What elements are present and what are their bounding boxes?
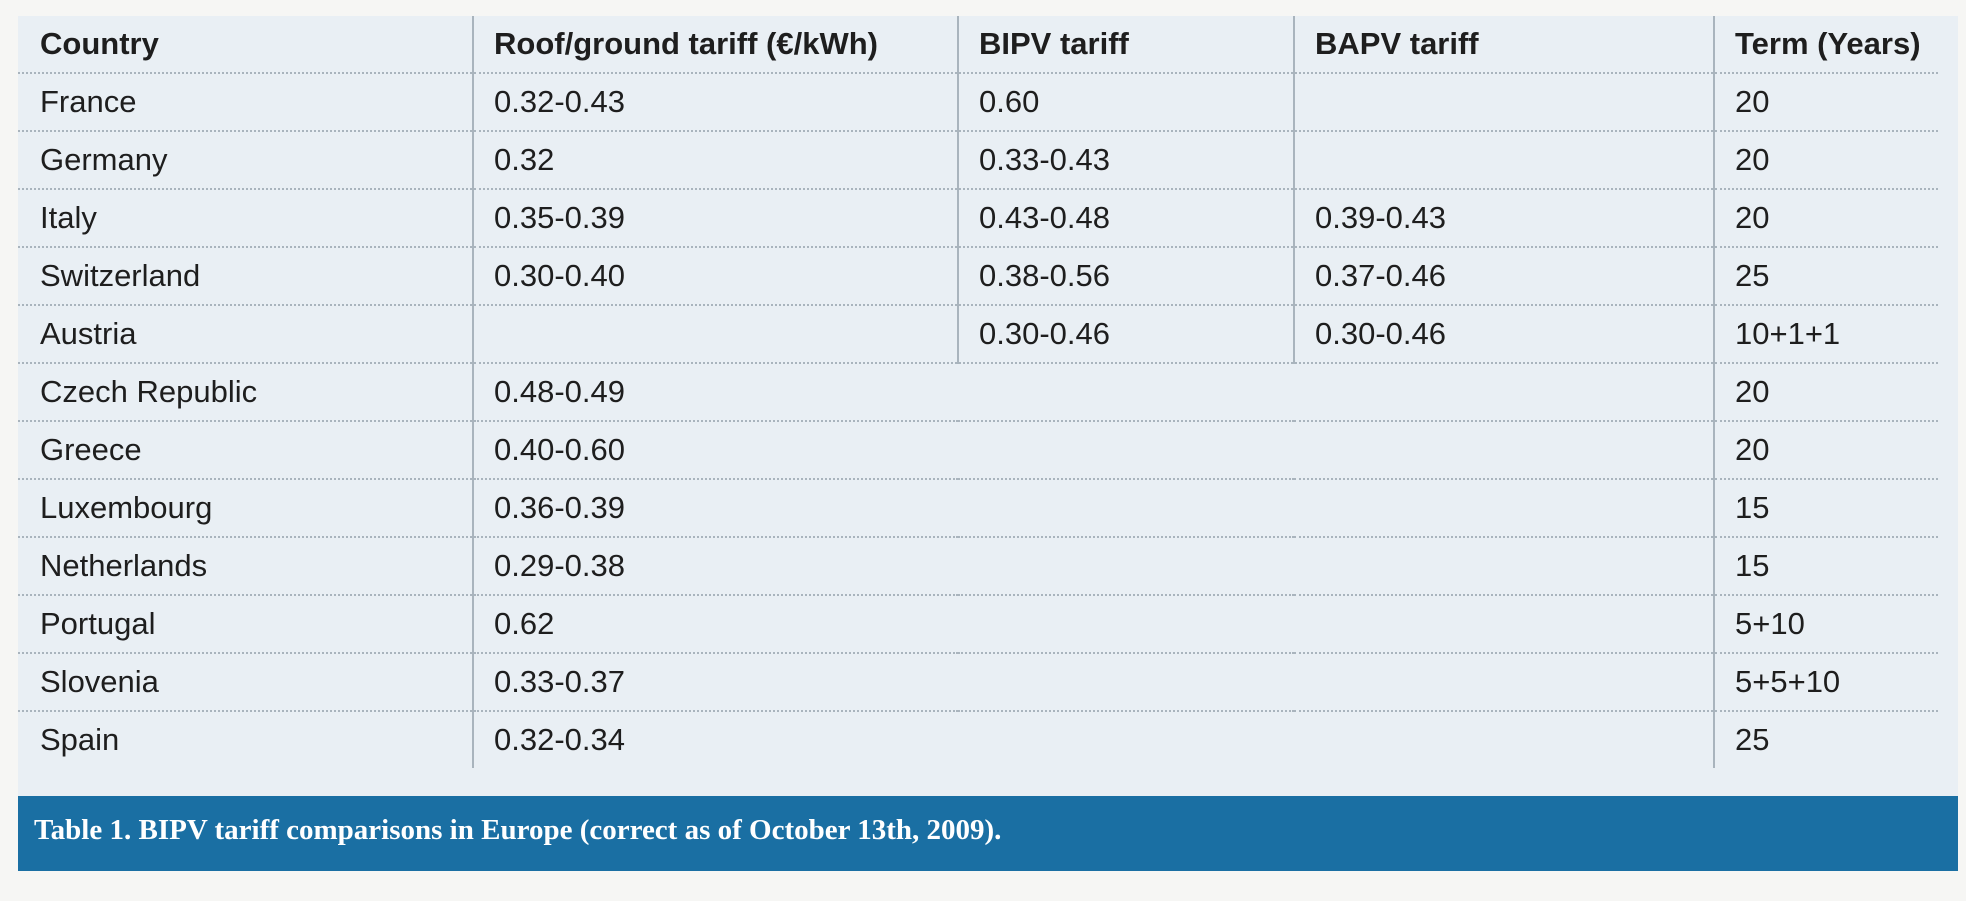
- table-row: Slovenia 0.33-0.37 5+5+10: [18, 653, 1938, 712]
- cell-term: 5+10: [1713, 595, 1938, 654]
- cell-bapv: 0.30-0.46: [1293, 305, 1714, 364]
- cell-bipv: 0.43-0.48: [957, 189, 1294, 248]
- cell-country: Austria: [18, 305, 473, 364]
- cell-bipv: 0.60: [957, 73, 1294, 132]
- cell-term: 5+5+10: [1713, 653, 1938, 712]
- header-term: Term (Years): [1713, 16, 1938, 74]
- cell-term: 20: [1713, 363, 1938, 422]
- table-row: Italy 0.35-0.39 0.43-0.48 0.39-0.43 20: [18, 189, 1938, 248]
- cell-roof-ground: 0.32-0.43: [472, 73, 958, 132]
- cell-country: Italy: [18, 189, 473, 248]
- cell-country: Greece: [18, 421, 473, 480]
- table-row: Czech Republic 0.48-0.49 20: [18, 363, 1938, 422]
- table-row: Spain 0.32-0.34 25: [18, 711, 1938, 768]
- table-row: Netherlands 0.29-0.38 15: [18, 537, 1938, 596]
- cell-bapv: [1293, 131, 1714, 190]
- table-row: Luxembourg 0.36-0.39 15: [18, 479, 1938, 538]
- header-bapv-tariff: BAPV tariff: [1293, 16, 1714, 74]
- table-panel: Country Roof/ground tariff (€/kWh) BIPV …: [18, 16, 1958, 871]
- cell-term: 20: [1713, 131, 1938, 190]
- header-bipv-tariff: BIPV tariff: [957, 16, 1294, 74]
- cell-roof-ground: 0.36-0.39: [472, 479, 1714, 538]
- cell-country: Luxembourg: [18, 479, 473, 538]
- tariff-table: Country Roof/ground tariff (€/kWh) BIPV …: [18, 16, 1938, 768]
- table-row: Austria 0.30-0.46 0.30-0.46 10+1+1: [18, 305, 1938, 364]
- cell-roof-ground: 0.48-0.49: [472, 363, 1714, 422]
- cell-bapv: [1293, 73, 1714, 132]
- cell-term: 15: [1713, 479, 1938, 538]
- cell-country: France: [18, 73, 473, 132]
- cell-roof-ground: 0.33-0.37: [472, 653, 1714, 712]
- table-row: Germany 0.32 0.33-0.43 20: [18, 131, 1938, 190]
- table-row: France 0.32-0.43 0.60 20: [18, 73, 1938, 132]
- cell-country: Portugal: [18, 595, 473, 654]
- cell-term: 25: [1713, 711, 1938, 768]
- cell-roof-ground: 0.30-0.40: [472, 247, 958, 306]
- cell-bapv: 0.37-0.46: [1293, 247, 1714, 306]
- table-row: Portugal 0.62 5+10: [18, 595, 1938, 654]
- table-row: Switzerland 0.30-0.40 0.38-0.56 0.37-0.4…: [18, 247, 1938, 306]
- cell-roof-ground: 0.40-0.60: [472, 421, 1714, 480]
- cell-bipv: 0.33-0.43: [957, 131, 1294, 190]
- cell-country: Netherlands: [18, 537, 473, 596]
- cell-roof-ground: 0.62: [472, 595, 1714, 654]
- table-header-row: Country Roof/ground tariff (€/kWh) BIPV …: [18, 16, 1938, 74]
- cell-roof-ground: 0.32-0.34: [472, 711, 1714, 768]
- header-roof-ground-tariff: Roof/ground tariff (€/kWh): [472, 16, 958, 74]
- cell-country: Spain: [40, 722, 120, 757]
- table-row: Greece 0.40-0.60 20: [18, 421, 1938, 480]
- cell-country: Czech Republic: [18, 363, 473, 422]
- table-caption: Table 1. BIPV tariff comparisons in Euro…: [34, 814, 1002, 846]
- cell-term: 20: [1713, 189, 1938, 248]
- cell-bipv: 0.30-0.46: [957, 305, 1294, 364]
- header-country: Country: [18, 16, 473, 74]
- cell-country: Switzerland: [18, 247, 473, 306]
- cell-bipv: 0.38-0.56: [957, 247, 1294, 306]
- cell-country: Germany: [18, 131, 473, 190]
- cell-bapv: 0.39-0.43: [1293, 189, 1714, 248]
- cell-roof-ground: 0.29-0.38: [472, 537, 1714, 596]
- cell-term: 25: [1713, 247, 1938, 306]
- cell-term: 10+1+1: [1713, 305, 1938, 364]
- cell-roof-ground: 0.32: [472, 131, 958, 190]
- cell-roof-ground: [472, 305, 958, 364]
- cell-term: 15: [1713, 537, 1938, 596]
- cell-term: 20: [1713, 421, 1938, 480]
- cell-country: Slovenia: [18, 653, 473, 712]
- cell-roof-ground: 0.35-0.39: [472, 189, 958, 248]
- cell-term: 20: [1713, 73, 1938, 132]
- caption-bar: Table 1. BIPV tariff comparisons in Euro…: [18, 796, 1958, 871]
